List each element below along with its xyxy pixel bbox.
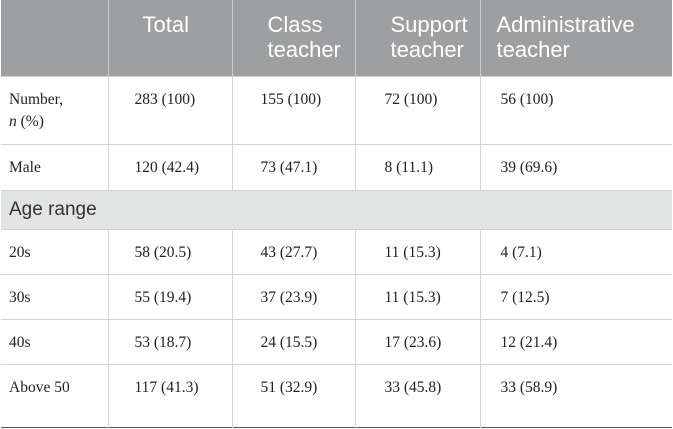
table-row: 30s 55 (19.4) 37 (23.9) 11 (15.3) 7 (12.… (1, 273, 672, 319)
section-row: Age range (1, 189, 672, 229)
cell-total: 283 (100) (107, 75, 232, 144)
table-row: Above 50 117 (41.3) 51 (32.9) 33 (45.8) … (1, 363, 672, 427)
row-label-above-50: Above 50 (1, 363, 108, 427)
row-label-20s: 20s (1, 228, 108, 274)
cell-class-teacher: 73 (47.1) (231, 143, 355, 190)
cell-support-teacher: 8 (11.1) (354, 143, 480, 190)
cell-class-teacher: 24 (15.5) (231, 318, 355, 364)
cell-support-teacher: 11 (15.3) (354, 228, 480, 274)
cell-total: 117 (41.3) (107, 363, 232, 427)
header-row: Total Class teacher Support teacher Admi… (1, 0, 672, 76)
cell-support-teacher: 72 (100) (354, 75, 480, 144)
cell-administrative-teacher: 39 (69.6) (479, 143, 672, 190)
cell-class-teacher: 43 (27.7) (231, 228, 355, 274)
cell-total: 120 (42.4) (107, 143, 232, 190)
cell-administrative-teacher: 7 (12.5) (479, 273, 672, 319)
cell-support-teacher: 11 (15.3) (354, 273, 480, 319)
cell-support-teacher: 17 (23.6) (354, 318, 480, 364)
table-row: Male 120 (42.4) 73 (47.1) 8 (11.1) 39 (6… (1, 143, 672, 190)
cell-support-teacher: 33 (45.8) (354, 363, 480, 427)
row-label-male: Male (1, 143, 108, 190)
cell-administrative-teacher: 33 (58.9) (479, 363, 672, 427)
row-label-suffix: (%) (16, 112, 44, 130)
cell-total: 53 (18.7) (107, 318, 232, 364)
cell-administrative-teacher: 12 (21.4) (479, 318, 672, 364)
header-administrative-teacher: Administrative teacher (479, 0, 672, 76)
table-row: 20s 58 (20.5) 43 (27.7) 11 (15.3) 4 (7.1… (1, 228, 672, 274)
section-label: Age range (1, 189, 672, 229)
header-corner (1, 0, 108, 76)
cell-administrative-teacher: 4 (7.1) (479, 228, 672, 274)
row-label-30s: 30s (1, 273, 108, 319)
cell-class-teacher: 37 (23.9) (231, 273, 355, 319)
header-total: Total (107, 0, 232, 76)
row-label-text: Number, (9, 90, 64, 108)
cell-total: 55 (19.4) (107, 273, 232, 319)
row-label-number: Number, n (%) (1, 75, 108, 144)
header-class-teacher: Class teacher (231, 0, 355, 76)
row-label-italic: n (9, 112, 17, 130)
table-header: Total Class teacher Support teacher Admi… (1, 0, 672, 76)
row-label-40s: 40s (1, 318, 108, 364)
header-support-teacher: Support teacher (354, 0, 480, 76)
cell-class-teacher: 51 (32.9) (231, 363, 355, 427)
cell-administrative-teacher: 56 (100) (479, 75, 672, 144)
cell-total: 58 (20.5) (107, 228, 232, 274)
table-row: 40s 53 (18.7) 24 (15.5) 17 (23.6) 12 (21… (1, 318, 672, 364)
cell-class-teacher: 155 (100) (231, 75, 355, 144)
table-row: Number, n (%) 283 (100) 155 (100) 72 (100… (1, 75, 672, 144)
